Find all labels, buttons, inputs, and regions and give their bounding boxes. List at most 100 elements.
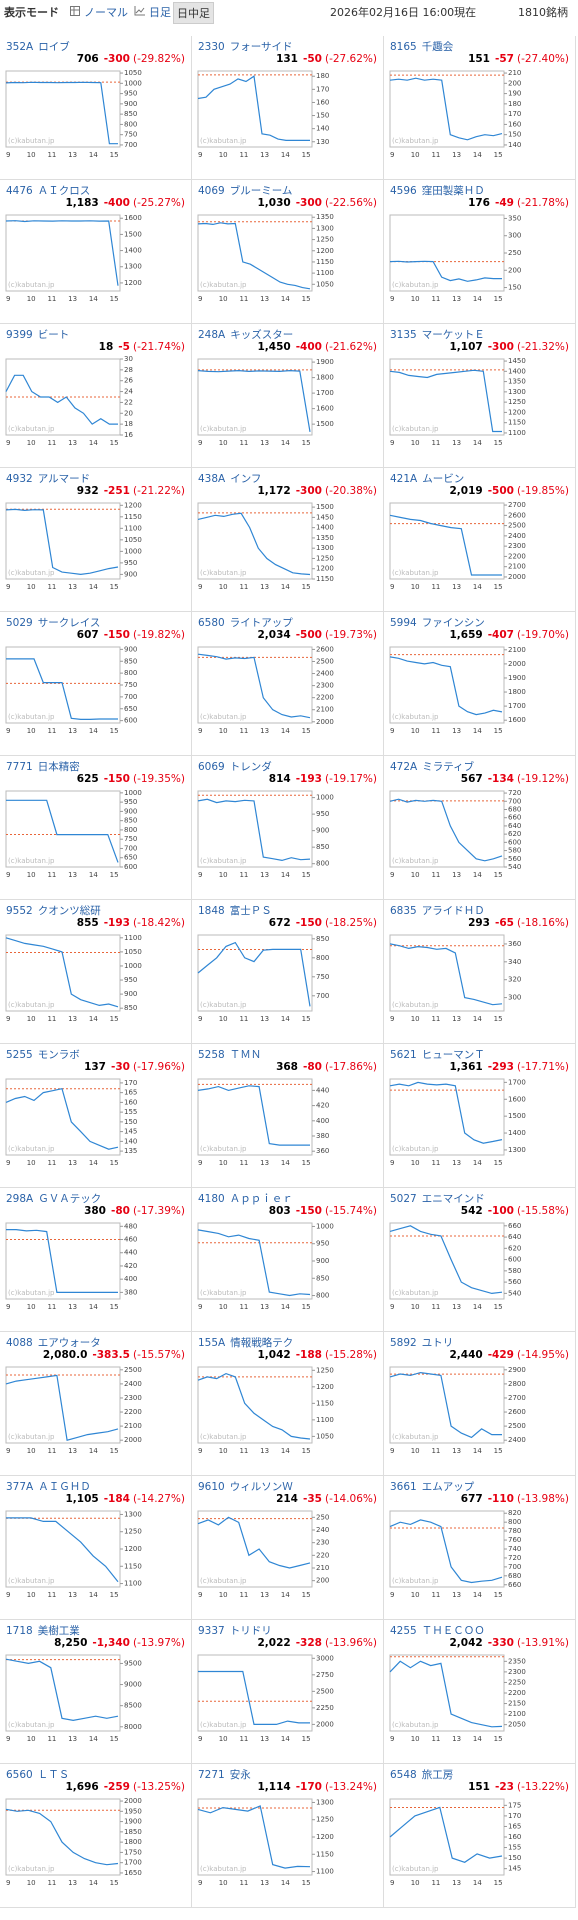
stock-code[interactable]: 4180 (198, 1193, 225, 1205)
x-tick-label: 14 (89, 1303, 98, 1311)
stock-name[interactable]: ＧＶＡテック (38, 1193, 102, 1205)
stock-cell: 377A ＡＩＧＨＤ 1,105 -184 (-14.27%) 1100 1150 1200 1… (0, 1476, 192, 1620)
stock-name[interactable]: Ａｐｐｉｅｒ (229, 1193, 293, 1205)
stock-code[interactable]: 9399 (6, 329, 33, 341)
change: -150 (295, 1205, 322, 1217)
stock-name[interactable]: 旅工房 (421, 1769, 454, 1781)
stock-name[interactable]: ミラティブ (422, 761, 475, 773)
change-pct: (-14.95%) (516, 1349, 569, 1361)
stock-code[interactable]: 298A (6, 1193, 34, 1205)
stock-name[interactable]: 千趣会 (421, 41, 454, 53)
stock-name[interactable]: アルマード (37, 473, 91, 485)
stock-code[interactable]: 7271 (198, 1769, 225, 1781)
stock-code[interactable]: 4069 (198, 185, 225, 197)
stock-name[interactable]: 窪田製薬ＨＤ (421, 185, 485, 197)
stock-code[interactable]: 4596 (390, 185, 417, 197)
stock-name[interactable]: ユトリ (421, 1337, 454, 1349)
stock-name[interactable]: トレンダ (229, 761, 272, 773)
stock-code[interactable]: 5994 (390, 617, 417, 629)
stock-name[interactable]: ウィルソンＷ (229, 1481, 293, 1493)
stock-name[interactable]: 富士ＰＳ (229, 905, 272, 917)
intraday-mode[interactable]: 日中足 (173, 2, 214, 24)
stock-code[interactable]: 155A (198, 1337, 226, 1349)
stock-name[interactable]: エニマインド (421, 1193, 485, 1205)
stock-name[interactable]: 情報戦略テク (230, 1337, 294, 1349)
stock-code[interactable]: 6560 (6, 1769, 33, 1781)
stock-name[interactable]: エムアップ (421, 1481, 475, 1493)
stock-name[interactable]: ファインシン (421, 617, 485, 629)
stock-code[interactable]: 438A (198, 473, 226, 485)
stock-code[interactable]: 5621 (390, 1049, 417, 1061)
stock-code[interactable]: 8165 (390, 41, 417, 53)
stock-code[interactable]: 9337 (198, 1625, 225, 1637)
stock-code[interactable]: 3135 (390, 329, 417, 341)
stock-name[interactable]: アライドＨＤ (421, 905, 485, 917)
stock-name[interactable]: キッズスター (230, 329, 294, 341)
y-tick-label: 2100 (316, 706, 334, 714)
stock-code[interactable]: 1718 (6, 1625, 33, 1637)
stock-code[interactable]: 6580 (198, 617, 225, 629)
stock-code[interactable]: 7771 (6, 761, 33, 773)
stock-code[interactable]: 5258 (198, 1049, 225, 1061)
stock-name[interactable]: エアウォータ (37, 1337, 101, 1349)
stock-name[interactable]: ライトアップ (229, 617, 293, 629)
stock-name[interactable]: ＡＩクロス (37, 185, 91, 197)
stock-code[interactable]: 6835 (390, 905, 417, 917)
stock-code[interactable]: 1848 (198, 905, 225, 917)
stock-code[interactable]: 9552 (6, 905, 33, 917)
stock-name[interactable]: インフ (230, 473, 262, 485)
stock-name[interactable]: ＴＨＥＣＯＯ (421, 1625, 485, 1637)
watermark: (c)kabutan.jp (200, 1433, 247, 1441)
stock-name[interactable]: ＴＭＮ (229, 1049, 262, 1061)
stock-name[interactable]: マーケットＥ (421, 329, 485, 341)
stock-code[interactable]: 6548 (390, 1769, 417, 1781)
stock-name[interactable]: サークレイス (37, 617, 101, 629)
stock-name[interactable]: ビート (37, 329, 70, 341)
stock-name[interactable]: モンラボ (37, 1049, 80, 1061)
stock-name[interactable]: ヒューマンＴ (421, 1049, 485, 1061)
stock-name[interactable]: 美樹工業 (37, 1625, 80, 1637)
stock-name[interactable]: トリドリ (229, 1625, 272, 1637)
stock-code[interactable]: 352A (6, 41, 34, 53)
stock-code[interactable]: 472A (390, 761, 418, 773)
y-tick-label: 135 (124, 1147, 137, 1155)
stock-name[interactable]: ロイブ (38, 41, 70, 53)
stock-name[interactable]: ブルーミーム (229, 185, 293, 197)
stock-cell: 6548 旅工房 151 -23 (-13.22%) 145 150 155 160 165 170… (384, 1764, 576, 1908)
y-tick-label: 1250 (508, 398, 526, 406)
stock-cell: 5892 ユトリ 2,440 -429 (-14.95%) 2400 2500 2600 270… (384, 1332, 576, 1476)
stock-code[interactable]: 4932 (6, 473, 33, 485)
stock-code[interactable]: 5892 (390, 1337, 417, 1349)
stock-code[interactable]: 9610 (198, 1481, 225, 1493)
stock-code[interactable]: 421A (390, 473, 418, 485)
stock-code[interactable]: 4255 (390, 1625, 417, 1637)
stock-name[interactable]: 安永 (229, 1769, 251, 1781)
change: -300 (295, 485, 322, 497)
stock-code[interactable]: 5029 (6, 617, 33, 629)
stock-code[interactable]: 4476 (6, 185, 33, 197)
stock-quote: 2,034 -500 (-19.73%) (257, 629, 377, 641)
stock-code[interactable]: 377A (6, 1481, 34, 1493)
stock-name[interactable]: ＬＴＳ (37, 1769, 70, 1781)
x-tick-label: 9 (6, 1735, 10, 1743)
y-tick-label: 700 (124, 844, 137, 852)
stock-name[interactable]: ムービン (422, 473, 465, 485)
y-tick-label: 170 (508, 110, 521, 118)
stock-code[interactable]: 6069 (198, 761, 225, 773)
change-pct: (-19.73%) (324, 629, 377, 641)
y-tick-label: 9500 (124, 1659, 142, 1667)
stock-code[interactable]: 4088 (6, 1337, 33, 1349)
stock-name[interactable]: フォーサイド (229, 41, 293, 53)
stock-code[interactable]: 248A (198, 329, 226, 341)
stock-code[interactable]: 5255 (6, 1049, 33, 1061)
normal-mode[interactable]: ノーマル (84, 6, 128, 19)
stock-code[interactable]: 3661 (390, 1481, 417, 1493)
stock-code[interactable]: 2330 (198, 41, 225, 53)
x-tick-label: 15 (110, 1447, 119, 1455)
stock-name[interactable]: 日本精密 (37, 761, 80, 773)
daily-mode[interactable]: 日足 (149, 6, 171, 19)
stock-name[interactable]: ＡＩＧＨＤ (38, 1481, 91, 1493)
y-tick-label: 1100 (124, 524, 142, 532)
stock-name[interactable]: クオンツ総研 (37, 905, 101, 917)
stock-code[interactable]: 5027 (390, 1193, 417, 1205)
